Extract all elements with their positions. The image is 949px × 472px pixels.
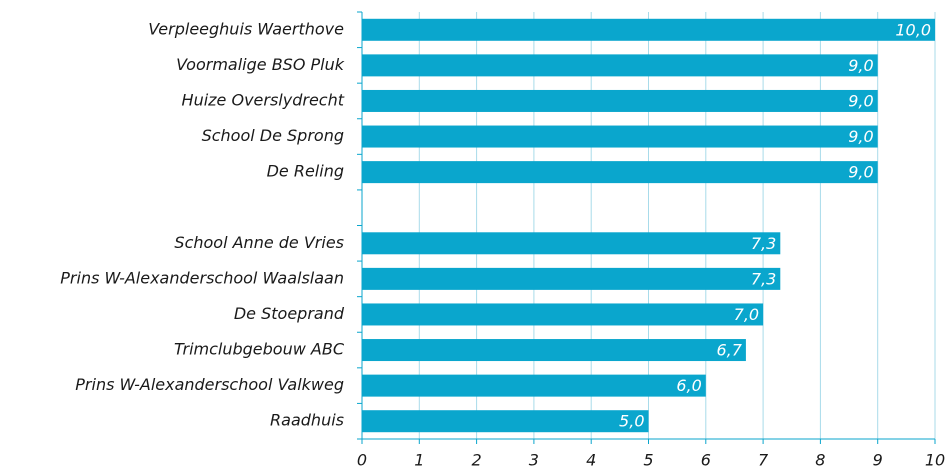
bar bbox=[362, 267, 781, 290]
value-label: 9,0 bbox=[848, 56, 873, 75]
value-label: 7,3 bbox=[751, 269, 776, 288]
bar bbox=[362, 374, 706, 397]
x-tick-label: 2 bbox=[472, 451, 482, 470]
value-label: 6,7 bbox=[716, 341, 742, 360]
y-tick-label: Raadhuis bbox=[270, 411, 344, 430]
bar bbox=[362, 125, 878, 148]
x-tick-label: 6 bbox=[701, 451, 711, 470]
value-label: 7,0 bbox=[734, 305, 759, 324]
bar bbox=[362, 18, 935, 41]
y-tick-label: Voormalige BSO Pluk bbox=[176, 55, 345, 74]
bar bbox=[362, 161, 878, 184]
x-tick-label: 9 bbox=[873, 451, 883, 470]
bar bbox=[362, 410, 649, 433]
y-tick-label: Verpleeghuis Waerthove bbox=[148, 19, 344, 38]
x-tick-label: 0 bbox=[357, 451, 367, 470]
x-tick-label: 1 bbox=[414, 451, 424, 470]
y-tick-label: School Anne de Vries bbox=[174, 233, 344, 252]
y-tick-label: De Stoeprand bbox=[234, 304, 345, 323]
y-tick-label: School De Sprong bbox=[202, 126, 344, 145]
x-tick-label: 4 bbox=[586, 451, 596, 470]
x-tick-label: 5 bbox=[643, 451, 653, 470]
bar bbox=[362, 232, 781, 255]
value-label: 9,0 bbox=[848, 91, 873, 110]
x-tick-label: 3 bbox=[529, 451, 539, 470]
y-tick-label: Prins W-Alexanderschool Waalslaan bbox=[60, 268, 344, 287]
bar bbox=[362, 89, 878, 112]
x-tick-label: 10 bbox=[925, 451, 945, 470]
x-tick-label: 7 bbox=[758, 451, 769, 470]
value-label: 9,0 bbox=[848, 163, 873, 182]
value-label: 6,0 bbox=[676, 376, 701, 395]
bar bbox=[362, 54, 878, 77]
value-label: 5,0 bbox=[619, 412, 644, 431]
bar bbox=[362, 303, 764, 326]
x-tick-label: 8 bbox=[815, 451, 825, 470]
bar bbox=[362, 339, 746, 362]
y-tick-label: Prins W-Alexanderschool Valkweg bbox=[75, 375, 344, 394]
y-tick-label: De Reling bbox=[267, 162, 344, 181]
y-tick-label: Trimclubgebouw ABC bbox=[174, 340, 345, 359]
y-tick-label: Huize Overslydrecht bbox=[182, 90, 345, 109]
value-label: 7,3 bbox=[751, 234, 776, 253]
value-label: 10,0 bbox=[895, 20, 931, 39]
value-label: 9,0 bbox=[848, 127, 873, 146]
